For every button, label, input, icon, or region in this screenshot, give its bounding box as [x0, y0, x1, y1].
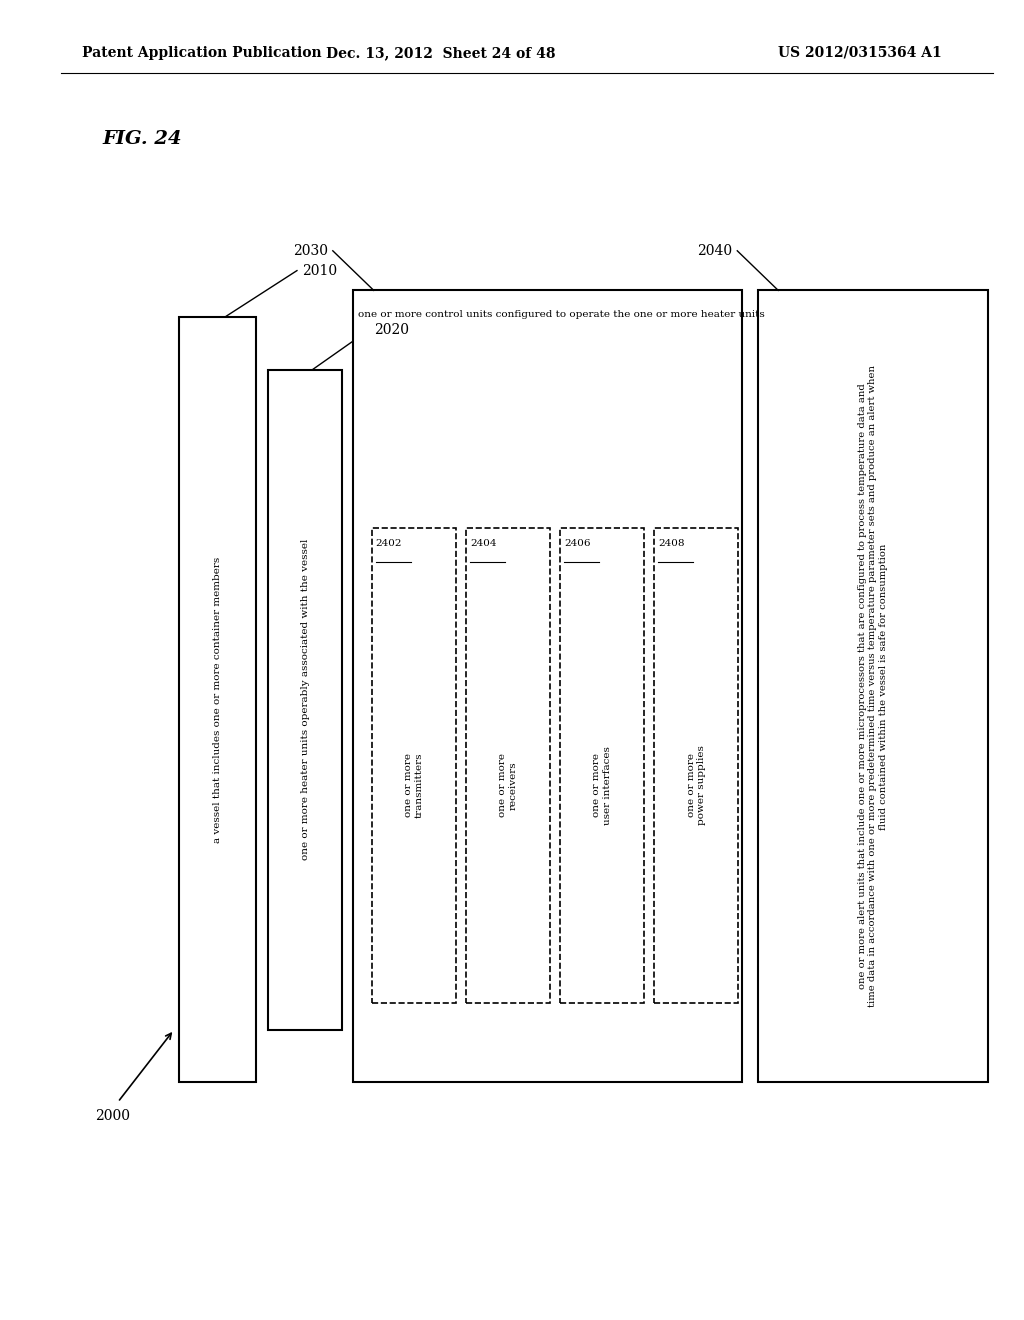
Text: 2402: 2402 — [376, 539, 402, 548]
Text: one or more
power supplies: one or more power supplies — [687, 746, 706, 825]
Text: 2040: 2040 — [697, 244, 732, 257]
Text: FIG. 24: FIG. 24 — [102, 129, 182, 148]
Text: Patent Application Publication: Patent Application Publication — [82, 46, 322, 59]
Text: one or more alert units that include one or more microprocessors that are config: one or more alert units that include one… — [858, 366, 888, 1007]
Bar — [654, 528, 738, 1003]
Text: 2408: 2408 — [658, 539, 685, 548]
Text: one or more control units configured to operate the one or more heater units: one or more control units configured to … — [358, 310, 765, 319]
Text: one or more
user interfaces: one or more user interfaces — [593, 746, 611, 825]
Text: 2000: 2000 — [95, 1109, 130, 1123]
Bar — [758, 290, 988, 1082]
Text: Dec. 13, 2012  Sheet 24 of 48: Dec. 13, 2012 Sheet 24 of 48 — [326, 46, 555, 59]
Text: one or more
receivers: one or more receivers — [499, 754, 517, 817]
Bar — [268, 370, 342, 1030]
Bar — [179, 317, 256, 1082]
Text: one or more
transmitters: one or more transmitters — [404, 752, 423, 818]
Bar — [466, 528, 550, 1003]
Text: 2406: 2406 — [564, 539, 591, 548]
Text: a vessel that includes one or more container members: a vessel that includes one or more conta… — [213, 557, 222, 842]
Text: 2020: 2020 — [374, 323, 409, 337]
Text: 2030: 2030 — [293, 244, 328, 257]
Text: US 2012/0315364 A1: US 2012/0315364 A1 — [778, 46, 942, 59]
Bar — [560, 528, 644, 1003]
Bar — [353, 290, 742, 1082]
Text: 2404: 2404 — [470, 539, 497, 548]
Bar — [372, 528, 456, 1003]
Text: 2010: 2010 — [302, 264, 337, 277]
Text: one or more heater units operably associated with the vessel: one or more heater units operably associ… — [301, 539, 309, 861]
